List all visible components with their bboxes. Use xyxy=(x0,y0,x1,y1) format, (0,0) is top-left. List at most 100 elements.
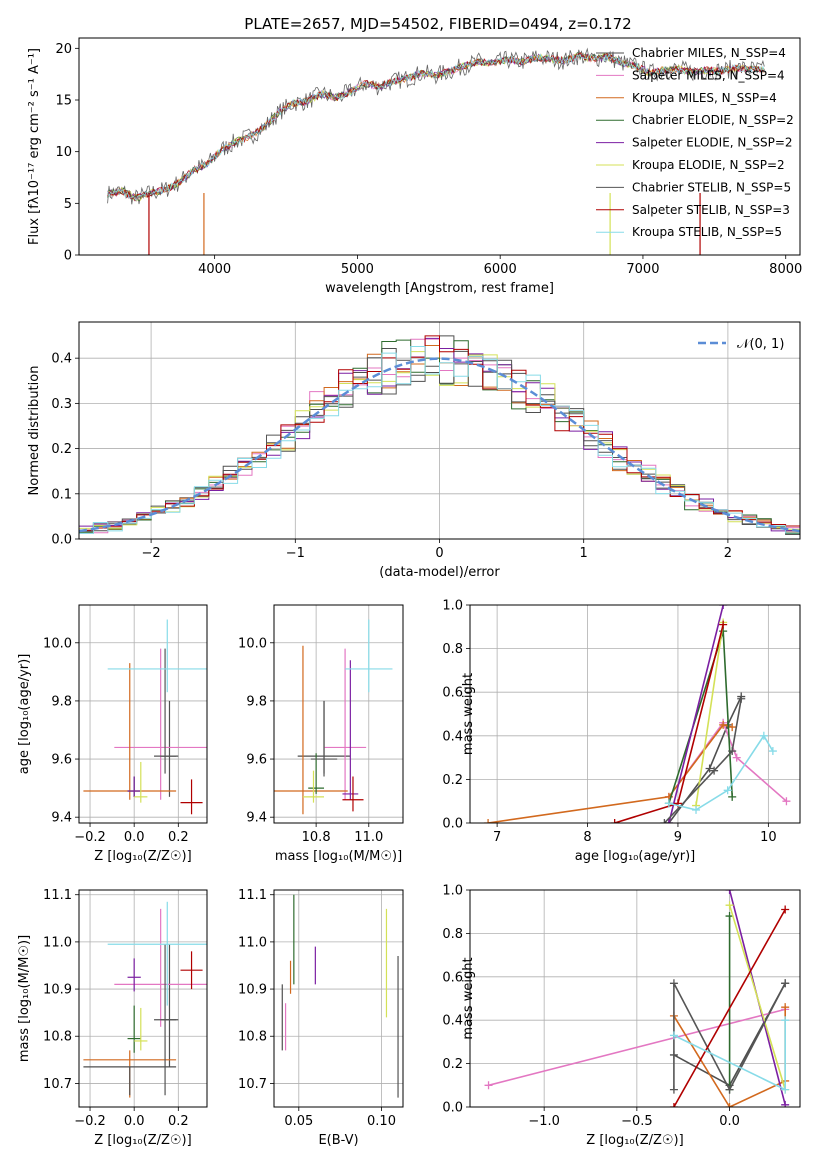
error-bar-point xyxy=(127,1005,141,1053)
error-bar-point xyxy=(302,770,325,803)
age-vs-mass-panel: 10.8 11.0 9.4 9.6 9.8 10.0 mass [log₁₀(M/M☉)] xyxy=(238,604,404,864)
x-tick-label: −1 xyxy=(286,546,305,561)
age-vs-metallicity-plot-area xyxy=(79,605,207,823)
x-tick-label: −2 xyxy=(142,546,161,561)
y-tick-label: 10 xyxy=(55,145,72,160)
legend-entry: 𝒩(0, 1) xyxy=(737,337,784,352)
y-axis-label: mass weight xyxy=(461,957,476,1039)
legend-entry: Salpeter ELODIE, N_SSP=2 xyxy=(632,136,793,150)
x-tick-label: 7000 xyxy=(626,262,659,277)
mass-weight-marker xyxy=(669,979,678,988)
x-tick-label: 8 xyxy=(583,830,591,845)
error-bar-point xyxy=(160,700,179,797)
mass-weight-marker xyxy=(669,1085,678,1094)
y-tick-label: 9.6 xyxy=(246,753,267,768)
y-tick-label: 0.4 xyxy=(51,352,72,367)
y-tick-label: 0.8 xyxy=(442,927,463,942)
mass-weight-marker xyxy=(723,786,732,795)
x-tick-label: 0.2 xyxy=(168,830,189,845)
error-bar-point xyxy=(127,776,141,797)
x-tick-label: 0.0 xyxy=(124,1114,145,1129)
y-tick-label: 9.6 xyxy=(51,753,72,768)
mass-weight-vs-metallicity-plot-area xyxy=(470,890,800,1107)
y-tick-label: 0.0 xyxy=(442,817,463,832)
x-tick-label: 7 xyxy=(493,830,501,845)
y-tick-label: 1.0 xyxy=(442,599,463,614)
error-bar-point xyxy=(180,951,203,990)
error-bar-point xyxy=(160,944,179,1067)
mass-weight-marker xyxy=(781,1085,790,1094)
mass-vs-extinction-panel: 0.05 0.10 10.7 10.8 10.9 11.0 11.1 E(B-V) xyxy=(238,888,404,1148)
mass-weight-marker xyxy=(719,620,728,629)
residual-histogram-plot-area xyxy=(79,322,800,539)
y-tick-label: 0.4 xyxy=(442,1014,463,1029)
error-bar-point xyxy=(114,908,207,1027)
x-axis-label: Z [log₁₀(Z/Z☉)] xyxy=(94,1133,191,1148)
x-tick-label: 0.05 xyxy=(284,1114,313,1129)
legend-entry: Chabrier ELODIE, N_SSP=2 xyxy=(632,113,794,127)
y-tick-label: 10.7 xyxy=(238,1077,267,1092)
x-axis-label: wavelength [Angstrom, rest frame] xyxy=(325,281,554,296)
mass-weight-line xyxy=(488,1008,786,1087)
mass-weight-line xyxy=(695,622,724,806)
legend-entry: Kroupa ELODIE, N_SSP=2 xyxy=(632,158,785,172)
y-tick-label: 0.6 xyxy=(442,686,463,701)
y-tick-label: 11.0 xyxy=(43,935,72,950)
x-tick-label: 4000 xyxy=(198,262,231,277)
mass-vs-metallicity-plot-area xyxy=(79,890,207,1107)
y-tick-label: 9.8 xyxy=(51,694,72,709)
residual-histogram-panel: −2 −1 0 1 2 0.0 0.1 0.2 0.3 0.4 (data-model)/error… xyxy=(27,321,801,580)
mass-weight-line xyxy=(663,698,742,823)
y-tick-label: 0.4 xyxy=(442,729,463,744)
x-axis-label: E(B-V) xyxy=(318,1133,358,1148)
y-tick-label: 9.4 xyxy=(51,811,72,826)
age-vs-mass-plot-area xyxy=(274,605,403,823)
y-tick-label: 5 xyxy=(64,197,72,212)
x-axis-label: Z [log₁₀(Z/Z☉)] xyxy=(94,849,191,864)
axes-frame xyxy=(273,604,404,824)
x-tick-label: 0.0 xyxy=(719,1114,740,1129)
mass-weight-marker xyxy=(719,720,728,729)
error-bar-point xyxy=(114,648,207,800)
x-tick-label: 0.10 xyxy=(367,1114,396,1129)
x-tick-label: 6000 xyxy=(484,262,517,277)
spectrum-model-line xyxy=(107,53,765,202)
spectrum-plot-area xyxy=(107,47,765,255)
mass-weight-marker xyxy=(710,766,719,775)
x-tick-label: −1.0 xyxy=(528,1114,560,1129)
mass-weight-line xyxy=(673,909,786,1107)
mass-weight-marker xyxy=(732,753,741,762)
normal-curve xyxy=(79,357,800,533)
y-tick-label: 10.9 xyxy=(238,983,267,998)
mass-weight-vs-metallicity-panel: −1.0 −0.5 0.0 0.0 0.2 0.4 0.6 0.8 1.0 Z [log₁₀(Z/… xyxy=(442,884,801,1148)
mass-weight-marker xyxy=(610,819,619,823)
mass-weight-marker xyxy=(781,1100,790,1107)
y-tick-label: 0.0 xyxy=(442,1101,463,1116)
mass-weight-vs-age-plot-area xyxy=(470,605,800,823)
error-bar-point xyxy=(134,1007,148,1051)
mass-weight-marker xyxy=(725,1085,734,1094)
error-bar-point xyxy=(274,645,348,815)
mass-weight-marker xyxy=(737,694,746,703)
y-tick-label: 10.0 xyxy=(238,636,267,651)
error-bar-point xyxy=(154,944,177,1096)
mass-weight-marker xyxy=(782,797,791,806)
mass-weight-marker xyxy=(781,1016,790,1025)
y-tick-label: 0.3 xyxy=(51,397,72,412)
mass-weight-marker xyxy=(664,799,673,808)
mass-weight-marker xyxy=(484,819,493,823)
x-tick-label: −0.2 xyxy=(74,830,106,845)
error-bar-point xyxy=(324,648,367,800)
y-tick-label: 11.1 xyxy=(238,888,267,903)
mass-weight-marker xyxy=(660,819,669,823)
axes-frame xyxy=(78,604,208,824)
error-bar-point xyxy=(345,619,393,693)
mass-weight-marker xyxy=(664,819,673,823)
mass-weight-marker xyxy=(728,723,737,732)
y-axis-label: Flux [fλ10⁻¹⁷ erg cm⁻² s⁻¹ A⁻¹] xyxy=(27,48,42,245)
error-bar-point xyxy=(107,619,207,693)
mass-weight-marker xyxy=(669,1103,678,1107)
mass-weight-marker xyxy=(781,905,790,914)
age-vs-metallicity-panel: −0.2 0.0 0.2 9.4 9.6 9.8 10.0 Z [log₁₀(Z/Z☉)] ag… xyxy=(17,604,208,864)
